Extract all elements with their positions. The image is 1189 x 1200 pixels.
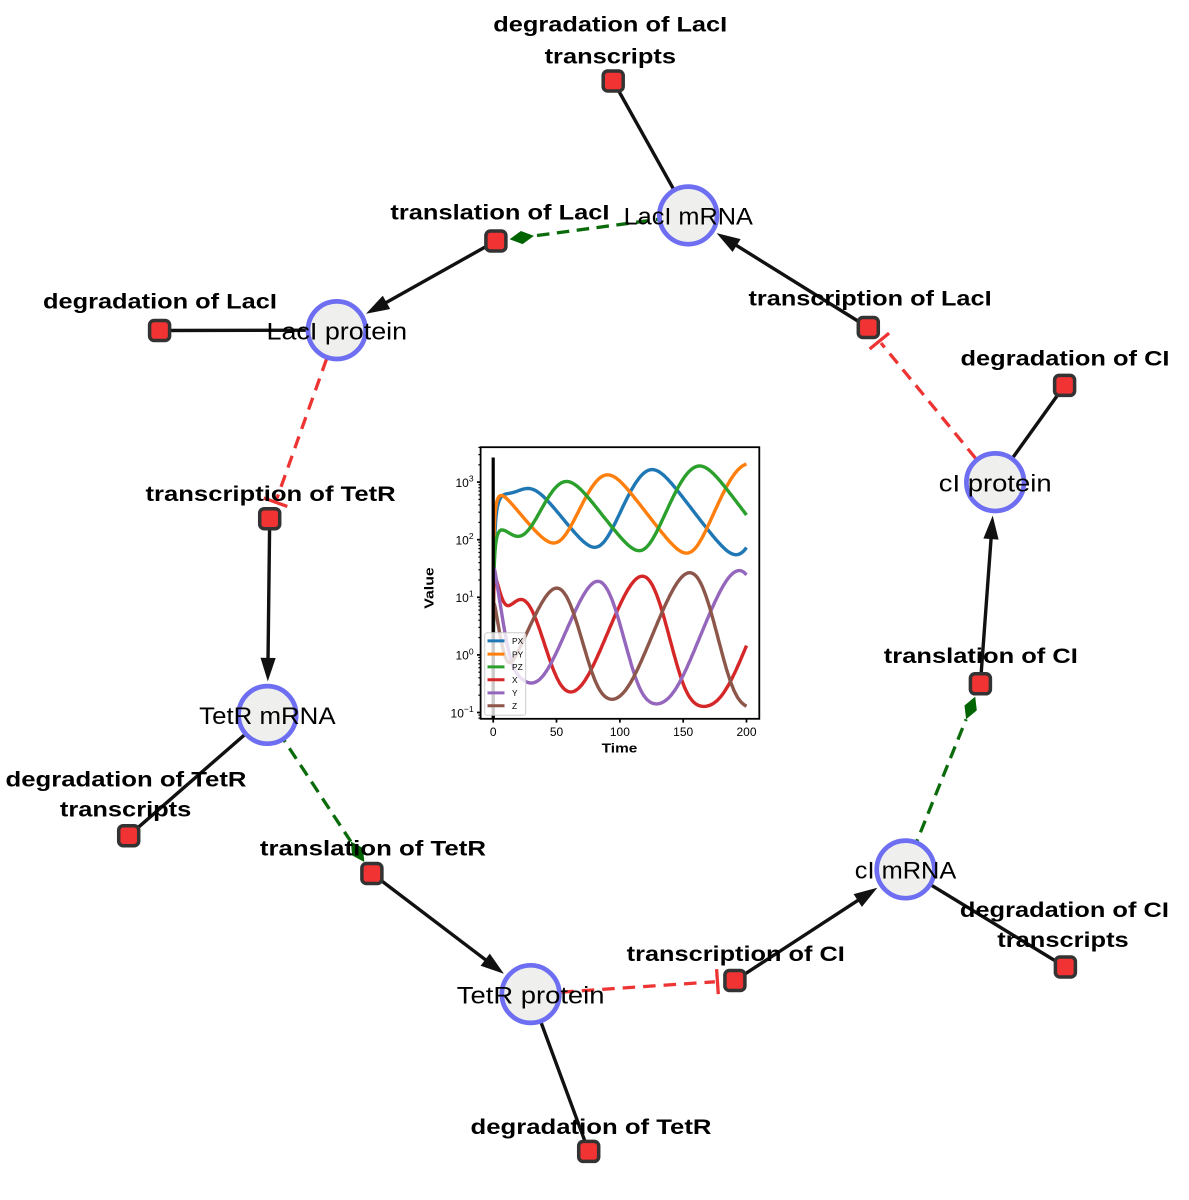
svg-text:cI mRNA: cI mRNA xyxy=(855,858,957,885)
svg-text:translation of TetR: translation of TetR xyxy=(260,837,487,861)
svg-text:LacI protein: LacI protein xyxy=(267,318,408,345)
svg-text:150: 150 xyxy=(673,725,693,739)
svg-text:transcripts: transcripts xyxy=(545,44,676,68)
svg-text:transcription of LacI: transcription of LacI xyxy=(749,287,992,311)
svg-text:degradation of LacI: degradation of LacI xyxy=(493,12,727,36)
svg-text:100: 100 xyxy=(610,725,630,739)
svg-text:50: 50 xyxy=(550,725,564,739)
svg-text:TetR protein: TetR protein xyxy=(457,982,605,1009)
svg-text:Y: Y xyxy=(512,688,518,698)
svg-text:Time: Time xyxy=(602,741,638,756)
svg-text:PX: PX xyxy=(512,636,524,646)
svg-text:transcripts: transcripts xyxy=(60,798,191,822)
svg-text:degradation of TetR: degradation of TetR xyxy=(471,1115,713,1139)
svg-text:Z: Z xyxy=(512,701,517,711)
svg-text:translation of CI: translation of CI xyxy=(884,644,1078,668)
svg-text:Value: Value xyxy=(422,567,437,609)
svg-text:TetR mRNA: TetR mRNA xyxy=(199,703,335,730)
svg-text:cI protein: cI protein xyxy=(939,470,1052,497)
svg-text:degradation of CI: degradation of CI xyxy=(961,347,1170,371)
svg-text:103: 103 xyxy=(456,474,474,490)
svg-text:10−1: 10−1 xyxy=(451,704,474,720)
svg-text:0: 0 xyxy=(490,725,497,739)
svg-text:degradation of TetR: degradation of TetR xyxy=(6,768,248,792)
svg-text:translation of LacI: translation of LacI xyxy=(390,201,609,225)
svg-text:102: 102 xyxy=(456,531,474,547)
svg-text:degradation of LacI: degradation of LacI xyxy=(43,290,277,314)
svg-text:PZ: PZ xyxy=(512,662,523,672)
svg-text:100: 100 xyxy=(456,646,474,662)
svg-text:degradation of CI: degradation of CI xyxy=(960,898,1169,922)
svg-text:LacI mRNA: LacI mRNA xyxy=(624,204,753,231)
svg-text:PY: PY xyxy=(512,649,524,659)
svg-text:101: 101 xyxy=(456,589,474,605)
svg-text:transcripts: transcripts xyxy=(997,928,1128,952)
svg-text:200: 200 xyxy=(736,725,756,739)
svg-text:transcription of TetR: transcription of TetR xyxy=(146,482,397,506)
svg-text:transcription of CI: transcription of CI xyxy=(627,942,845,966)
svg-text:X: X xyxy=(512,675,518,685)
